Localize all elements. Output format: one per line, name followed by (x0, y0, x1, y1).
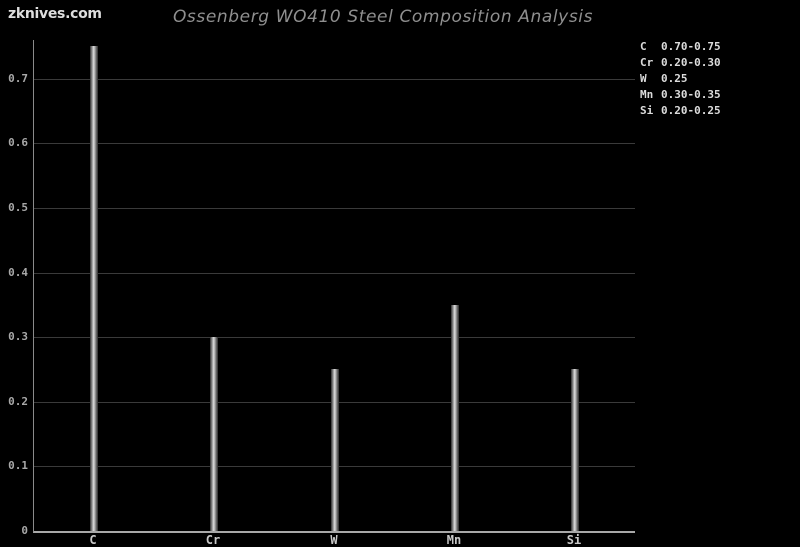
legend-row-W: W 0.25 (640, 71, 721, 87)
legend-element-symbol: W (640, 72, 647, 85)
y-tick-label-0.6: 0.6 (8, 136, 28, 149)
y-tick-label-0: 0 (21, 524, 28, 537)
bar-Mn (451, 305, 459, 531)
x-category-label-W: W (330, 533, 338, 547)
x-category-label-C: C (89, 533, 97, 547)
x-category-label-Si: Si (566, 533, 582, 547)
y-tick-label-0.7: 0.7 (8, 72, 28, 85)
gridline-0.3 (34, 337, 635, 338)
legend: C 0.70-0.75 Cr 0.20-0.30 W 0.25 Mn 0.30-0.35 Si 0… (640, 39, 721, 119)
legend-element-range: 0.20-0.30 (661, 56, 721, 69)
x-axis-category-labels: C Cr W Mn Si (33, 534, 634, 547)
legend-element-symbol: C (640, 40, 647, 53)
x-category-label-Cr: Cr (205, 533, 221, 547)
y-tick-label-0.1: 0.1 (8, 459, 28, 472)
gridline-0.5 (34, 208, 635, 209)
bar-Cr (210, 337, 218, 531)
legend-row-Mn: Mn 0.30-0.35 (640, 87, 721, 103)
bar-C (90, 46, 98, 531)
legend-row-Cr: Cr 0.20-0.30 (640, 55, 721, 71)
gridline-0.6 (34, 143, 635, 144)
watermark: zknives.com (8, 6, 102, 22)
legend-row-C: C 0.70-0.75 (640, 39, 721, 55)
legend-element-range: 0.25 (661, 72, 688, 85)
legend-element-symbol: Si (640, 104, 654, 117)
legend-element-range: 0.70-0.75 (661, 40, 721, 53)
legend-element-range: 0.20-0.25 (661, 104, 721, 117)
y-tick-label-0.3: 0.3 (8, 330, 28, 343)
legend-element-symbol: Cr (640, 56, 654, 69)
y-tick-label-0.5: 0.5 (8, 201, 28, 214)
legend-element-range: 0.30-0.35 (661, 88, 721, 101)
y-tick-label-0.4: 0.4 (8, 266, 28, 279)
plot-area (33, 40, 635, 533)
x-category-label-Mn: Mn (446, 533, 462, 547)
legend-element-symbol: Mn (640, 88, 654, 101)
gridline-0.4 (34, 273, 635, 274)
bar-W (331, 369, 339, 531)
bar-Si (571, 369, 579, 531)
y-axis-tick-labels: 0 0.1 0.2 0.3 0.4 0.5 0.6 0.7 (0, 40, 28, 537)
chart-title: Ossenberg WO410 Steel Composition Analys… (172, 7, 594, 27)
gridline-0.7 (34, 79, 635, 80)
y-tick-label-0.2: 0.2 (8, 395, 28, 408)
legend-row-Si: Si 0.20-0.25 (640, 103, 721, 119)
